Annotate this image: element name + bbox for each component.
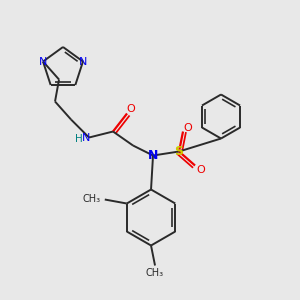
Text: O: O: [184, 122, 192, 133]
Text: N: N: [148, 149, 158, 162]
Text: N: N: [79, 56, 87, 67]
Text: CH₃: CH₃: [83, 194, 101, 203]
Text: CH₃: CH₃: [146, 268, 164, 278]
Text: O: O: [127, 103, 135, 113]
Text: N: N: [82, 133, 90, 142]
Text: S: S: [175, 145, 184, 158]
Text: O: O: [197, 164, 206, 175]
Text: N: N: [39, 56, 47, 67]
Text: H: H: [75, 134, 83, 143]
